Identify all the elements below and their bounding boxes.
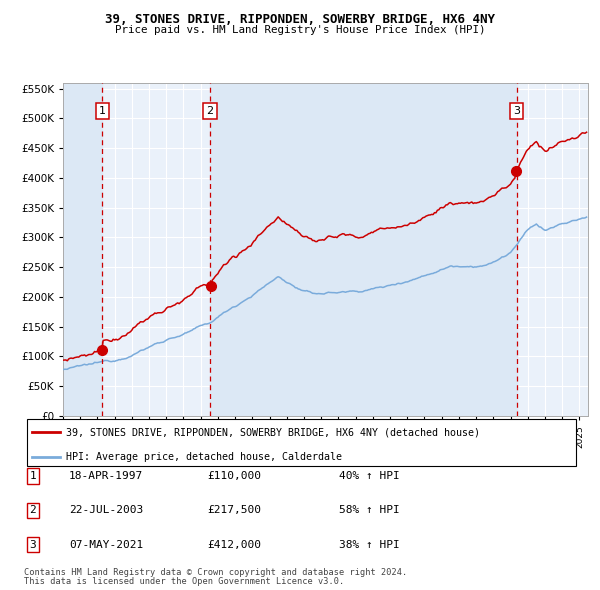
Text: 1: 1 xyxy=(29,471,37,481)
Text: 3: 3 xyxy=(29,540,37,549)
Text: Contains HM Land Registry data © Crown copyright and database right 2024.: Contains HM Land Registry data © Crown c… xyxy=(24,568,407,576)
Text: 07-MAY-2021: 07-MAY-2021 xyxy=(69,540,143,549)
Bar xyxy=(63,83,103,416)
Text: 58% ↑ HPI: 58% ↑ HPI xyxy=(339,506,400,515)
Text: 3: 3 xyxy=(513,106,520,116)
Text: £412,000: £412,000 xyxy=(207,540,261,549)
Text: 1: 1 xyxy=(99,106,106,116)
Text: 39, STONES DRIVE, RIPPONDEN, SOWERBY BRIDGE, HX6 4NY (detached house): 39, STONES DRIVE, RIPPONDEN, SOWERBY BRI… xyxy=(66,427,480,437)
Text: 22-JUL-2003: 22-JUL-2003 xyxy=(69,506,143,515)
Text: 40% ↑ HPI: 40% ↑ HPI xyxy=(339,471,400,481)
Text: Price paid vs. HM Land Registry's House Price Index (HPI): Price paid vs. HM Land Registry's House … xyxy=(115,25,485,35)
Text: 18-APR-1997: 18-APR-1997 xyxy=(69,471,143,481)
Text: 2: 2 xyxy=(206,106,214,116)
Text: £110,000: £110,000 xyxy=(207,471,261,481)
FancyBboxPatch shape xyxy=(27,419,577,466)
Text: HPI: Average price, detached house, Calderdale: HPI: Average price, detached house, Cald… xyxy=(66,451,342,461)
Bar xyxy=(210,83,517,416)
Text: 2: 2 xyxy=(29,506,37,515)
Text: 39, STONES DRIVE, RIPPONDEN, SOWERBY BRIDGE, HX6 4NY: 39, STONES DRIVE, RIPPONDEN, SOWERBY BRI… xyxy=(105,13,495,26)
Text: This data is licensed under the Open Government Licence v3.0.: This data is licensed under the Open Gov… xyxy=(24,577,344,586)
Text: 38% ↑ HPI: 38% ↑ HPI xyxy=(339,540,400,549)
Text: £217,500: £217,500 xyxy=(207,506,261,515)
